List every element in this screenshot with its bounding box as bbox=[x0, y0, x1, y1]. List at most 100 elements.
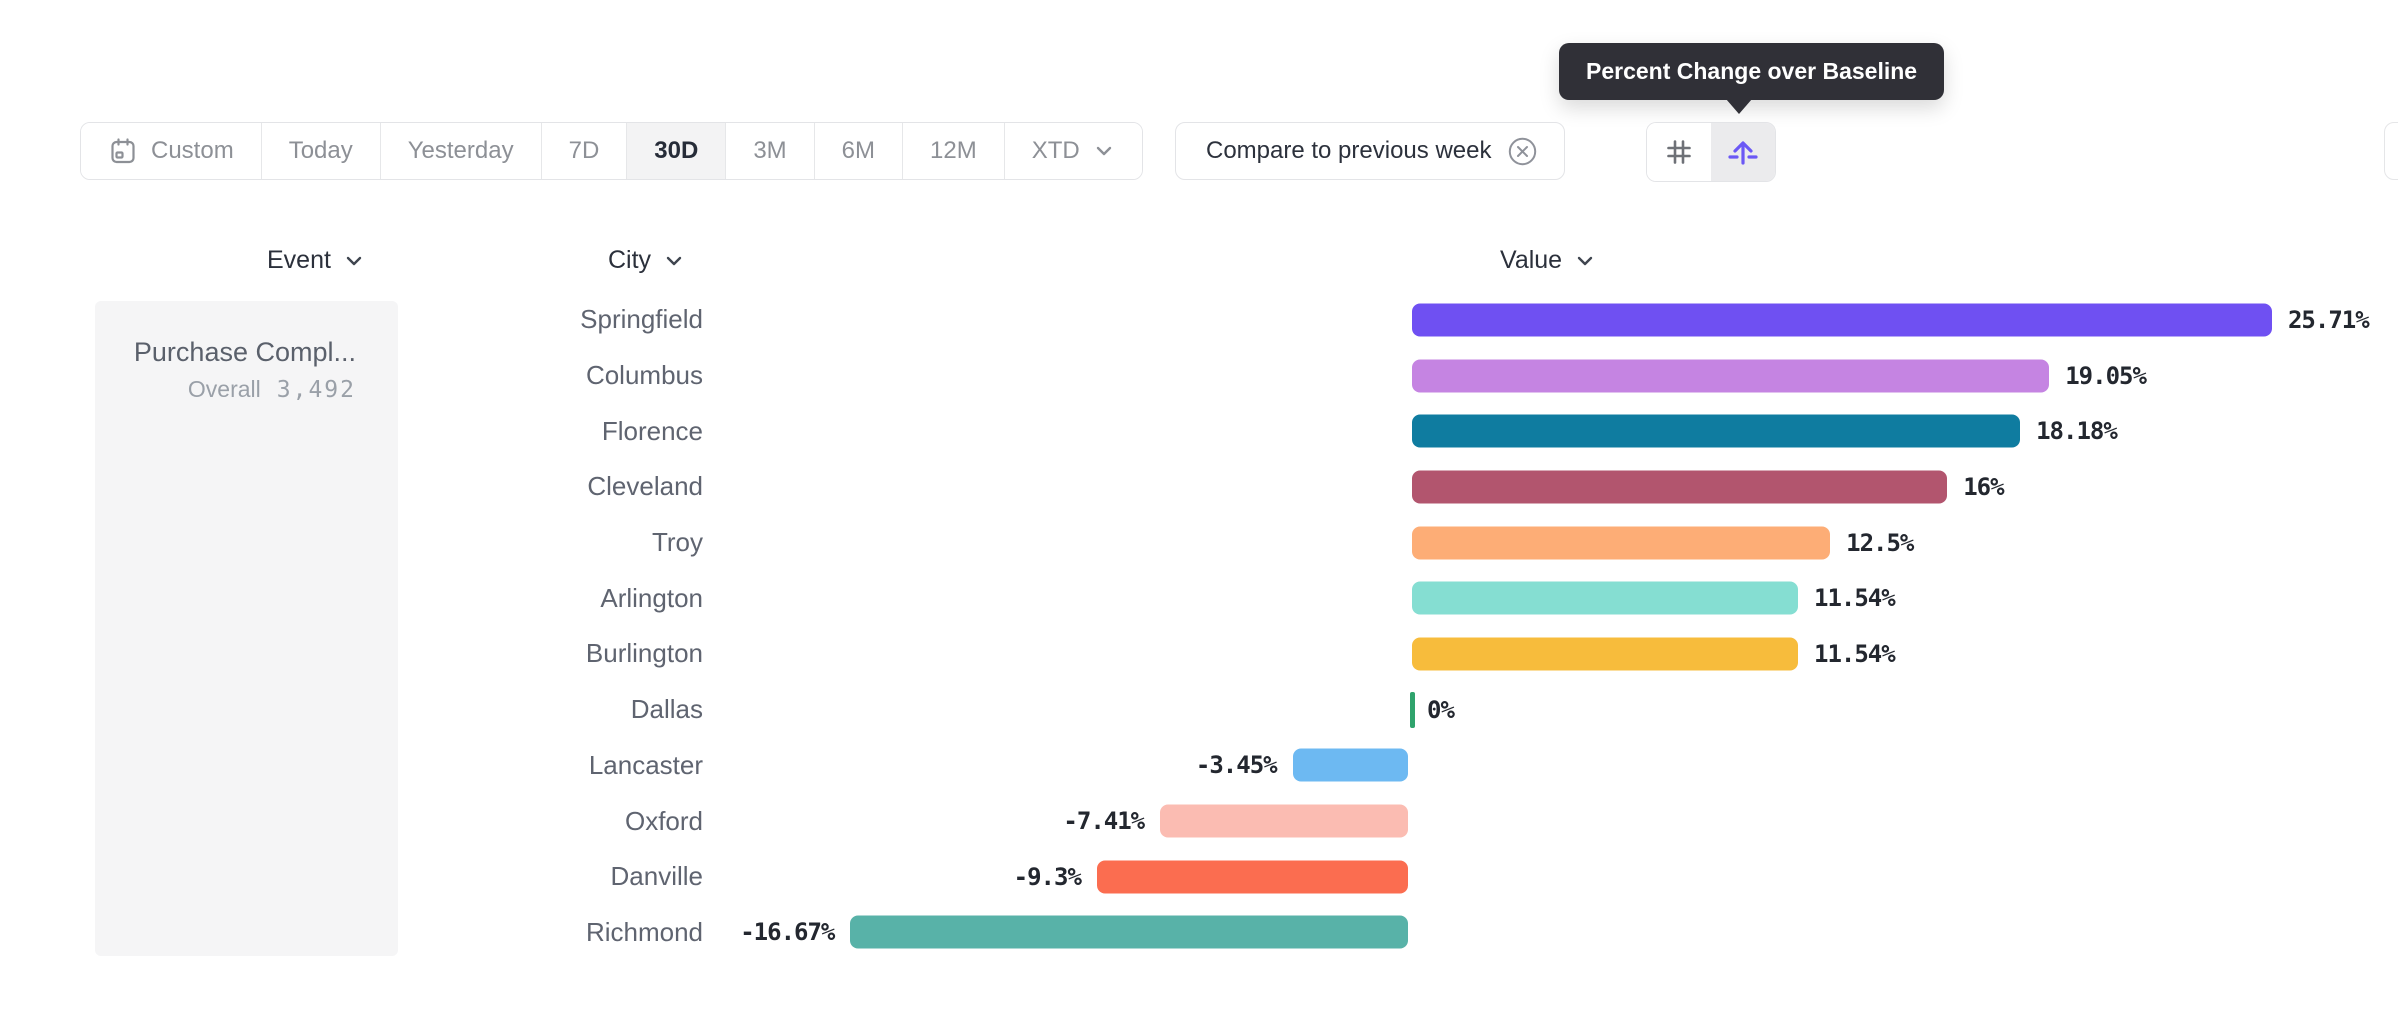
chart-bar[interactable] bbox=[1412, 414, 2021, 448]
event-name[interactable]: Purchase Compl... bbox=[133, 337, 356, 367]
percent-change-tooltip: Percent Change over Baseline bbox=[1559, 43, 1945, 114]
range-label: 30D bbox=[654, 137, 699, 164]
range-button-12m[interactable]: 12M bbox=[903, 123, 1005, 179]
bar-cell: -3.45% bbox=[705, 738, 2398, 794]
chevron-down-icon bbox=[343, 250, 365, 272]
chevron-down-icon bbox=[663, 250, 685, 272]
city-label: Danville bbox=[610, 861, 704, 892]
city-label: Cleveland bbox=[587, 471, 703, 502]
compare-chip-label: Compare to previous week bbox=[1206, 137, 1492, 164]
tooltip-text: Percent Change over Baseline bbox=[1586, 58, 1918, 84]
clipped-right-control[interactable] bbox=[2384, 122, 2398, 180]
bar-cell: 16% bbox=[705, 459, 2398, 515]
bar-cell: 0% bbox=[705, 682, 2398, 738]
percent-change-baseline-button[interactable] bbox=[1711, 123, 1775, 181]
chart-bar[interactable] bbox=[1412, 359, 2050, 393]
bar-value-label: 11.54% bbox=[1814, 639, 1896, 668]
range-button-custom[interactable]: Custom bbox=[81, 123, 262, 179]
city-label: Springfield bbox=[580, 304, 703, 335]
overall-label: Overall bbox=[187, 376, 261, 402]
calendar-icon bbox=[108, 136, 138, 166]
chart-bar[interactable] bbox=[1412, 526, 1831, 560]
bar-value-label: 12.5% bbox=[1846, 528, 1914, 557]
date-range-control: Custom Today Yesterday 7D 30D 3M 6M 12M … bbox=[80, 122, 1143, 180]
column-header-value[interactable]: Value bbox=[1500, 246, 1596, 275]
range-label: 3M bbox=[753, 137, 787, 164]
chart-row: Springfield 25.71% bbox=[0, 292, 2398, 348]
number-grid-icon bbox=[1663, 136, 1695, 168]
bar-value-label: 16% bbox=[1963, 472, 2004, 501]
city-label: Dallas bbox=[630, 694, 703, 725]
event-panel: Purchase Compl... Overall 3,492 bbox=[95, 301, 398, 956]
range-button-yesterday[interactable]: Yesterday bbox=[380, 123, 542, 179]
city-label: Oxford bbox=[624, 805, 703, 836]
bar-value-label: -16.67% bbox=[740, 918, 835, 947]
city-label: Richmond bbox=[585, 916, 703, 947]
bar-cell: -9.3% bbox=[705, 849, 2398, 905]
compare-chip[interactable]: Compare to previous week bbox=[1175, 122, 1566, 180]
value-display-toggle bbox=[1646, 122, 1776, 182]
chart-row: Burlington 11.54% bbox=[0, 626, 2398, 682]
bar-cell: 11.54% bbox=[705, 626, 2398, 682]
bar-cell: -7.41% bbox=[705, 793, 2398, 849]
range-label: Today bbox=[288, 137, 353, 164]
chart-bar[interactable] bbox=[1412, 581, 1798, 615]
remove-compare-icon[interactable] bbox=[1507, 136, 1538, 167]
column-header-event[interactable]: Event bbox=[267, 246, 365, 275]
bar-cell: 12.5% bbox=[705, 515, 2398, 571]
range-label: 7D bbox=[568, 137, 600, 164]
chart-bar[interactable] bbox=[1412, 303, 2272, 337]
bar-cell: 18.18% bbox=[705, 403, 2398, 459]
range-button-today[interactable]: Today bbox=[261, 123, 381, 179]
chart-bar[interactable] bbox=[1412, 470, 1948, 504]
number-grid-button[interactable] bbox=[1647, 123, 1711, 181]
range-label: 12M bbox=[930, 137, 977, 164]
chart-bar[interactable] bbox=[1412, 637, 1798, 671]
chart-bar[interactable] bbox=[1292, 748, 1408, 782]
city-label: Florence bbox=[601, 415, 703, 446]
chart-row: Danville -9.3% bbox=[0, 849, 2398, 905]
chart-row: Troy 12.5% bbox=[0, 515, 2398, 571]
range-label: Yesterday bbox=[407, 137, 514, 164]
city-label: Lancaster bbox=[588, 749, 703, 780]
bar-value-label: 18.18% bbox=[2036, 417, 2118, 446]
column-header-label: Event bbox=[267, 246, 331, 274]
chart-row: Richmond -16.67% bbox=[0, 905, 2398, 961]
chart-row: Dallas 0% bbox=[0, 682, 2398, 738]
city-label: Burlington bbox=[585, 638, 703, 669]
bar-value-label: -7.41% bbox=[1063, 807, 1145, 836]
range-button-6m[interactable]: 6M bbox=[814, 123, 903, 179]
bar-value-label: -9.3% bbox=[1013, 862, 1082, 891]
column-header-city[interactable]: City bbox=[608, 246, 685, 275]
chevron-down-icon bbox=[1574, 250, 1596, 272]
range-button-7d[interactable]: 7D bbox=[541, 123, 628, 179]
percent-change-baseline-icon bbox=[1726, 135, 1760, 169]
event-overall-row: Overall 3,492 bbox=[95, 376, 356, 403]
overall-value: 3,492 bbox=[276, 377, 356, 403]
bar-cell: 11.54% bbox=[705, 570, 2398, 626]
city-label: Troy bbox=[651, 527, 703, 558]
range-label: XTD bbox=[1031, 137, 1080, 164]
bar-value-label: -3.45% bbox=[1195, 751, 1278, 780]
range-button-xtd[interactable]: XTD bbox=[1004, 123, 1142, 179]
chart-row: Arlington 11.54% bbox=[0, 570, 2398, 626]
chart-bar[interactable] bbox=[1160, 804, 1408, 838]
range-button-3m[interactable]: 3M bbox=[726, 123, 815, 179]
bar-cell: 25.71% bbox=[705, 292, 2398, 348]
chart-bar[interactable] bbox=[1410, 691, 1415, 728]
chart-row: Cleveland 16% bbox=[0, 459, 2398, 515]
column-header-label: City bbox=[608, 246, 652, 274]
range-button-30d[interactable]: 30D bbox=[627, 123, 727, 179]
chart-row: Oxford -7.41% bbox=[0, 793, 2398, 849]
city-label: Arlington bbox=[600, 582, 703, 613]
chart-rows: Springfield 25.71% Columbus 19.05% Flore… bbox=[0, 292, 2398, 960]
chart-row: Lancaster -3.45% bbox=[0, 738, 2398, 794]
chart-bar[interactable] bbox=[850, 915, 1408, 949]
range-label: Custom bbox=[151, 137, 234, 164]
chart-bar[interactable] bbox=[1096, 860, 1408, 894]
chevron-down-icon bbox=[1093, 140, 1115, 162]
bar-value-label: 19.05% bbox=[2065, 361, 2147, 390]
chart-row: Columbus 19.05% bbox=[0, 348, 2398, 404]
tooltip-caret bbox=[1726, 99, 1752, 114]
bar-value-label: 0% bbox=[1427, 695, 1455, 724]
